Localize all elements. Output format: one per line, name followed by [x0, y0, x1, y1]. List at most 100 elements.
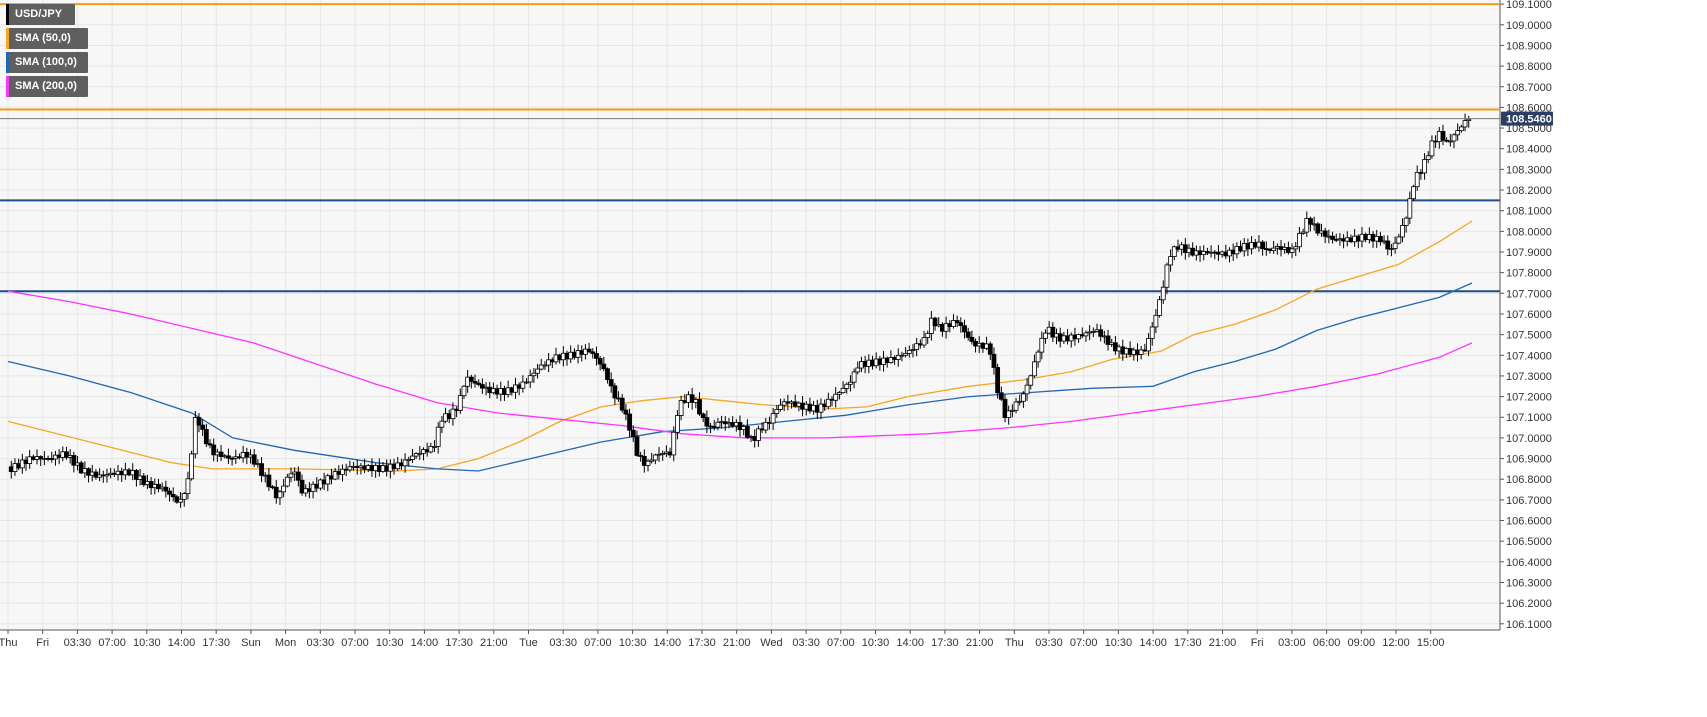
candle	[998, 386, 1004, 401]
candle-body	[450, 408, 456, 420]
candle	[995, 363, 1001, 399]
candle	[1466, 115, 1472, 128]
candle	[527, 369, 533, 388]
sma-line-sma200	[7, 290, 1473, 439]
y-tick-label: 106.7000	[1506, 495, 1552, 507]
candle	[332, 468, 338, 481]
candle-body	[524, 381, 529, 384]
x-tick-label: 17:30	[1174, 637, 1202, 649]
x-tick-label: Thu	[0, 637, 17, 649]
candle-body	[531, 372, 537, 377]
candle	[156, 478, 161, 493]
candle-body	[266, 474, 272, 488]
candle-body	[192, 417, 198, 455]
legend-item-sma200[interactable]: SMA (200,0)	[6, 76, 88, 97]
candle	[1260, 240, 1266, 256]
sma-line-sma100	[7, 282, 1473, 472]
candle	[1090, 327, 1096, 338]
candle-body	[1308, 218, 1313, 225]
candle	[906, 345, 912, 358]
x-tick-label: Mon	[275, 637, 296, 649]
candle-body	[457, 395, 463, 411]
candle	[428, 442, 434, 454]
candle	[295, 466, 301, 487]
candle-body	[623, 409, 629, 415]
candle-body	[1160, 286, 1166, 301]
x-tick-label: 21:00	[1209, 637, 1237, 649]
candle	[623, 404, 629, 421]
candle	[1020, 391, 1026, 408]
candle-body	[1407, 198, 1413, 219]
candle-body	[472, 381, 478, 384]
candle	[347, 460, 353, 473]
candle	[925, 330, 931, 344]
candle-body	[1422, 159, 1427, 174]
candle	[64, 446, 69, 460]
candle-body	[527, 375, 533, 383]
candle-body	[855, 367, 861, 373]
candle-body	[281, 485, 287, 493]
candle	[196, 413, 202, 433]
y-tick-label: 106.6000	[1506, 516, 1552, 528]
candle	[1429, 135, 1435, 159]
candle	[1171, 245, 1177, 261]
legend-swatch-sma200	[6, 76, 9, 97]
candle-body	[1043, 332, 1048, 339]
candle	[1050, 322, 1056, 342]
candle-body	[226, 455, 231, 459]
x-tick-label: 17:30	[688, 637, 716, 649]
candle	[895, 348, 901, 367]
x-tick-label: 14:00	[168, 637, 196, 649]
candle	[402, 453, 408, 473]
x-tick-label: 03:30	[792, 637, 820, 649]
candle	[675, 410, 680, 440]
candle-body	[586, 348, 592, 353]
candle	[601, 356, 607, 372]
candle-body	[1171, 246, 1177, 257]
candle-body	[1260, 241, 1266, 249]
y-tick-label: 108.6000	[1506, 102, 1552, 114]
x-tick-label: 17:30	[445, 637, 473, 649]
x-tick-label: 17:30	[931, 637, 959, 649]
candle-body	[196, 417, 202, 426]
y-tick-label: 107.0000	[1506, 433, 1552, 445]
candle	[281, 479, 287, 498]
candle-body	[840, 388, 846, 394]
candle	[472, 374, 478, 388]
candle	[457, 388, 463, 414]
y-tick-label: 106.1000	[1506, 619, 1552, 631]
candle	[192, 411, 198, 459]
candle-body	[851, 371, 857, 383]
candle	[531, 368, 537, 383]
x-tick-label: Sun	[241, 637, 261, 649]
legend-item-sma100[interactable]: SMA (100,0)	[6, 52, 88, 73]
candle-body	[844, 383, 850, 389]
candle	[104, 468, 110, 483]
candle-body	[1083, 332, 1089, 337]
candle-body	[763, 421, 769, 431]
candle-body	[325, 475, 331, 485]
candle-body	[1447, 140, 1453, 143]
x-tick-label: Thu	[1005, 637, 1024, 649]
candle	[958, 317, 964, 333]
candle-body	[178, 498, 183, 503]
candle	[211, 438, 217, 462]
candle	[630, 425, 636, 442]
candle-body	[1425, 155, 1431, 160]
candle	[410, 448, 415, 464]
candle-body	[612, 385, 618, 399]
candle-body	[899, 354, 905, 357]
candle-body	[340, 468, 345, 475]
candle	[943, 316, 949, 339]
candle	[704, 410, 710, 434]
candle-body	[649, 459, 655, 462]
y-tick-label: 108.8000	[1506, 61, 1552, 73]
candle	[1330, 231, 1335, 244]
candle-body	[38, 456, 44, 460]
y-tick-label: 108.5000	[1506, 123, 1552, 135]
candle	[251, 449, 257, 468]
legend-item-symbol[interactable]: USD/JPY	[6, 4, 75, 25]
legend-label-sma100: SMA (100,0)	[15, 56, 77, 68]
legend-item-sma50[interactable]: SMA (50,0)	[6, 28, 88, 49]
candle-body	[704, 417, 710, 427]
